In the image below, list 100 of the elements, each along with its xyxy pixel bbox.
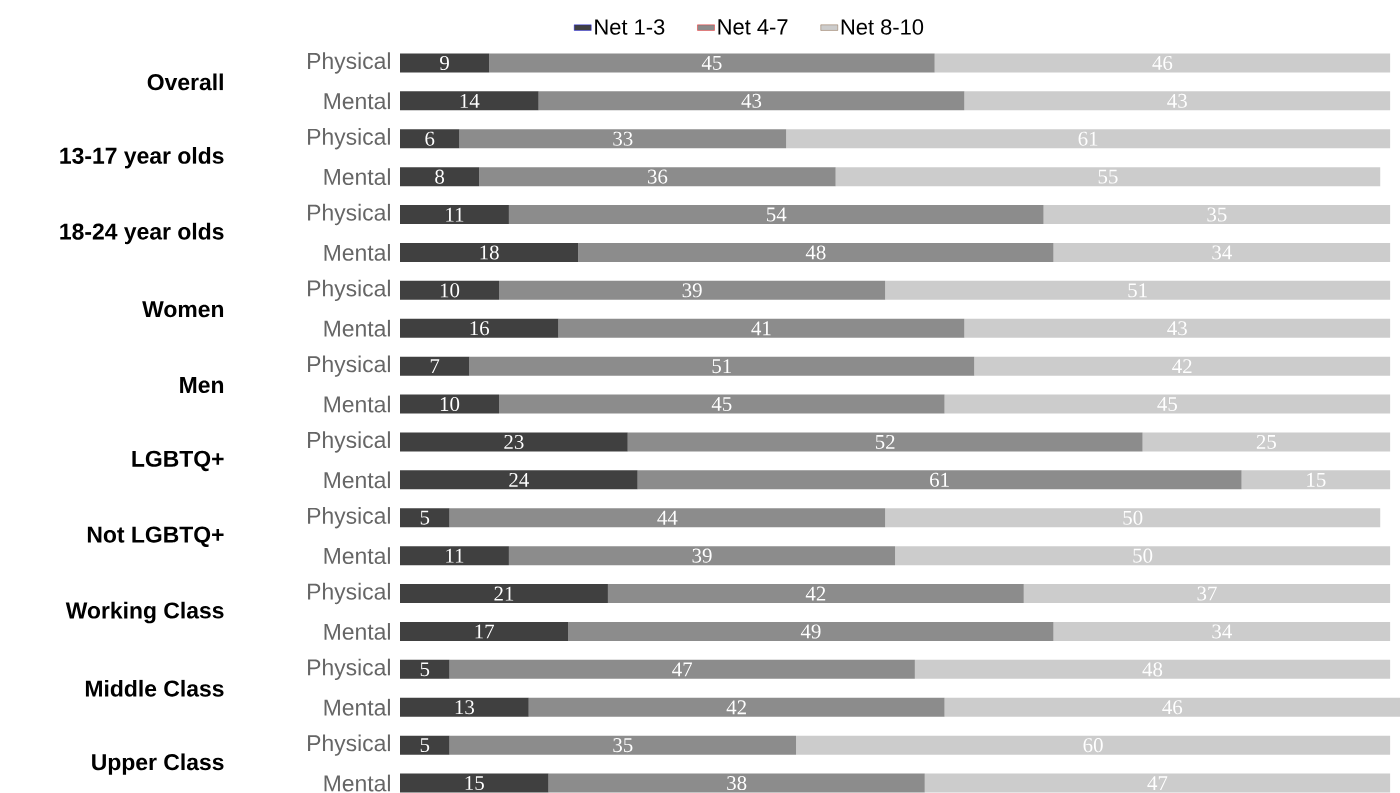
data-label: 9 [440, 55, 449, 70]
bar [400, 697, 529, 717]
legend-label: Net 4-7 [718, 19, 788, 35]
bar [400, 280, 500, 300]
y-tick-label: Physical [308, 52, 390, 74]
bar [1053, 242, 1391, 262]
y-tick-label: Physical [308, 203, 390, 226]
bar [400, 91, 539, 111]
text: Overall [147, 73, 223, 91]
data-label: 43 [741, 93, 762, 108]
bar [508, 205, 1044, 225]
bar [449, 659, 915, 679]
bar [934, 53, 1391, 73]
data-label: 7 [430, 359, 440, 373]
y-tick-label: Mental [324, 698, 390, 716]
bar [400, 621, 569, 641]
data-label: 11 [446, 548, 464, 563]
data-label: 45 [701, 55, 722, 70]
bar [400, 242, 579, 262]
data-label: 52 [875, 434, 895, 449]
bar [528, 697, 945, 717]
bar [538, 91, 965, 111]
bar [499, 280, 886, 300]
data-label: 48 [805, 245, 826, 260]
data-label: 61 [930, 472, 949, 487]
y-tick-label: Mental [324, 471, 390, 489]
data-label: 35 [613, 738, 633, 753]
y-tick-label: Physical [308, 431, 390, 453]
data-label: 51 [712, 359, 731, 374]
bar [400, 584, 608, 604]
text: Upper Class [92, 753, 224, 775]
bar [1241, 470, 1391, 490]
bar [400, 129, 460, 149]
bar [944, 394, 1391, 414]
legend-label: Net 1-3 [595, 19, 665, 35]
bar [469, 356, 975, 376]
data-label: 5 [420, 738, 430, 753]
data-label: 17 [475, 624, 495, 639]
bar [924, 773, 1391, 793]
bar [796, 735, 1391, 755]
bar [974, 356, 1391, 376]
data-label: 39 [682, 283, 702, 298]
bar [568, 621, 1054, 641]
y-tick-label: Mental [324, 244, 390, 261]
bar [499, 394, 945, 414]
y-tick-label: Mental [324, 168, 390, 186]
text: 18-24 year olds [60, 222, 224, 245]
bar [400, 508, 450, 528]
bar [400, 735, 450, 755]
bar [885, 280, 1391, 300]
y-tick-label: Mental [324, 319, 390, 337]
bar [1043, 205, 1391, 225]
y-tick-label: Mental [324, 395, 390, 413]
bar [885, 508, 1381, 528]
bar [835, 167, 1381, 187]
text: LGBTQ+ [132, 450, 224, 472]
data-label: 18 [480, 245, 499, 260]
data-label: 10 [440, 396, 460, 412]
data-label: 10 [440, 283, 460, 298]
bar [400, 318, 559, 338]
y-tick-label: Physical [308, 507, 390, 529]
data-label: 39 [692, 548, 712, 563]
text: Working Class [65, 601, 224, 624]
data-label: 14 [460, 93, 480, 108]
y-tick-label: Mental [324, 547, 390, 565]
bar [964, 91, 1391, 111]
data-label: 41 [751, 321, 771, 336]
y-tick-label: Physical [308, 279, 390, 302]
data-label: 24 [509, 472, 529, 487]
text: Women [142, 301, 224, 318]
bar [449, 735, 797, 755]
y-tick-label: Physical [308, 658, 390, 681]
bar [400, 167, 480, 187]
y-tick-label: Mental [324, 92, 390, 110]
data-label: 6 [425, 131, 435, 146]
data-label: 38 [727, 776, 747, 791]
data-label: 5 [420, 662, 430, 677]
data-label: 44 [657, 510, 678, 525]
bar [400, 205, 509, 225]
y-tick-label: Mental [324, 774, 390, 792]
y-tick-label: Physical [308, 734, 390, 756]
bar [508, 546, 896, 566]
data-label: 49 [800, 624, 821, 639]
text: Men [180, 377, 224, 394]
bar [400, 394, 500, 414]
bar [400, 470, 638, 490]
legend-label: Net 8-10 [841, 19, 924, 35]
bar [548, 773, 925, 793]
bar [1053, 621, 1391, 641]
bar [1023, 584, 1391, 604]
text: 13-17 year olds [60, 147, 224, 169]
bar [1142, 432, 1391, 452]
bar [400, 659, 450, 679]
data-label: 16 [470, 321, 490, 336]
bar [578, 242, 1054, 262]
bar [914, 659, 1391, 679]
bar [449, 508, 886, 528]
data-label: 33 [613, 131, 633, 146]
y-tick-label: Physical [308, 582, 390, 605]
data-label: 42 [726, 700, 746, 715]
